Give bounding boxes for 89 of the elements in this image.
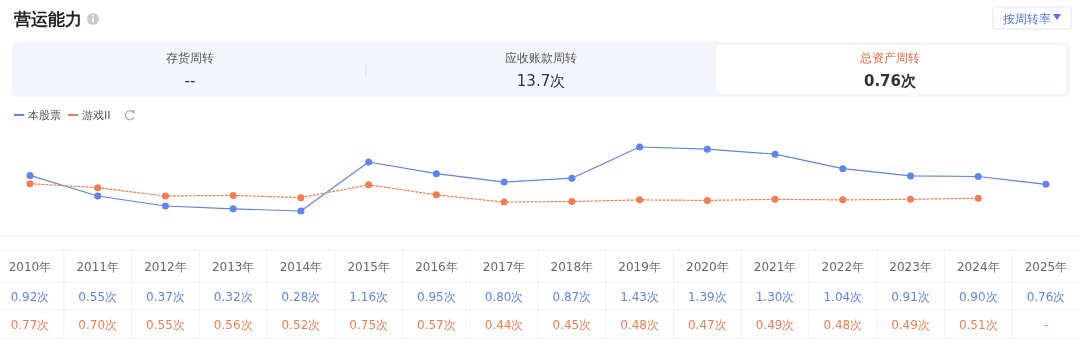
point	[771, 150, 779, 158]
data-label: 0.91次	[891, 290, 930, 304]
point	[907, 172, 915, 180]
point	[161, 192, 169, 200]
data-label: 0.75次	[349, 318, 389, 332]
data-label: 1.04次	[823, 290, 863, 304]
data-label: 0.52次	[281, 318, 321, 332]
point	[839, 165, 847, 173]
point	[839, 196, 847, 204]
data-label: 0.51次	[958, 318, 998, 332]
data-label: 0.90次	[958, 290, 998, 304]
legend-label: 游戏II	[82, 109, 111, 122]
point	[771, 195, 779, 203]
data-label: 0.57次	[417, 318, 456, 332]
x-tick-label: 2012年	[144, 260, 187, 274]
text: 按周转率	[1003, 12, 1051, 26]
data-label: 0.77次	[10, 318, 50, 332]
point	[161, 202, 169, 210]
point	[365, 181, 373, 189]
data-label: 0.48次	[620, 318, 659, 332]
point	[229, 205, 237, 213]
x-tick-label: 2018年	[550, 260, 594, 274]
text: 营运能力	[13, 9, 82, 29]
point	[26, 180, 34, 188]
x-tick-label: 2015年	[347, 260, 390, 274]
data-label: 0.45次	[552, 318, 592, 332]
x-tick-label: 2023年	[889, 260, 932, 274]
data-label: 0.87次	[552, 290, 592, 304]
data-label: 0.55次	[146, 318, 185, 332]
data-label: 1.43次	[620, 290, 659, 304]
point	[1042, 180, 1050, 188]
point	[26, 171, 34, 179]
data-label: 0.76次	[1026, 290, 1066, 304]
point	[974, 194, 982, 202]
point	[297, 194, 305, 202]
data-label: 0.28次	[281, 290, 321, 304]
point	[94, 192, 102, 200]
text: 13.7次	[516, 72, 566, 90]
data-label: 0.92次	[10, 290, 50, 304]
x-tick-label: 2013年	[211, 260, 255, 274]
data-label: 0.47次	[687, 318, 727, 332]
x-tick-label: 2021年	[753, 260, 797, 274]
data-label: 1.39次	[687, 290, 727, 304]
data-label: 0.32次	[213, 290, 253, 304]
x-tick-label: 2010年	[8, 260, 52, 274]
data-label: 0.55次	[78, 290, 118, 304]
x-tick-label: 2011年	[76, 260, 120, 274]
x-tick-label: 2016年	[415, 260, 458, 274]
x-tick-label: 2024年	[956, 260, 1000, 274]
point	[907, 195, 915, 203]
data-label: 0.44次	[484, 318, 524, 332]
text: -	[1043, 318, 1049, 332]
point	[636, 143, 644, 151]
point	[229, 191, 237, 199]
text: 总资产周转	[859, 51, 920, 65]
data-label: 0.49次	[755, 318, 795, 332]
data-label: 0.70次	[78, 318, 118, 332]
x-tick-label: 2020年	[686, 260, 729, 274]
data-label: 0.56次	[213, 318, 253, 332]
x-tick-label: 2022年	[821, 260, 865, 274]
data-label: 1.30次	[755, 290, 795, 304]
point	[500, 198, 508, 206]
point	[703, 196, 711, 204]
data-label: 0.95次	[417, 290, 456, 304]
data-label: 0.80次	[484, 290, 524, 304]
data-label: 1.16次	[349, 290, 389, 304]
point	[974, 173, 982, 180]
point	[297, 207, 305, 215]
point	[636, 196, 644, 204]
x-tick-label: 2014年	[279, 260, 323, 274]
data-label: 0.48次	[823, 318, 863, 332]
point	[568, 198, 576, 206]
point	[432, 170, 440, 178]
point	[432, 191, 440, 199]
point	[365, 158, 373, 166]
x-tick-label: 2019年	[618, 260, 661, 274]
data-label: 0.49次	[891, 318, 930, 332]
point	[500, 178, 508, 186]
data-label: 0.37次	[146, 290, 185, 304]
point	[94, 184, 102, 192]
text: 存货周转	[166, 51, 214, 65]
point	[568, 174, 576, 182]
legend-label: 本股票	[28, 109, 61, 122]
x-tick-label: 2017年	[482, 260, 526, 274]
point	[703, 145, 711, 153]
text: --	[184, 72, 196, 90]
x-tick-label: 2025年	[1024, 260, 1068, 274]
text: 0.76次	[863, 72, 917, 90]
text: 应收账款周转	[505, 51, 577, 65]
